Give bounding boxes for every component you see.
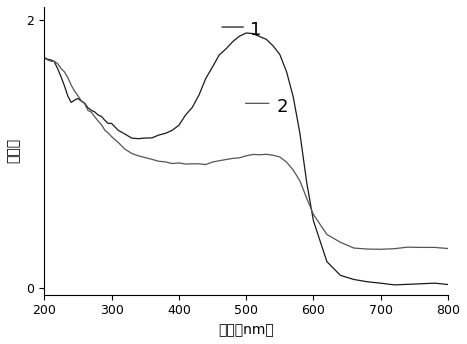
Y-axis label: 吸光度: 吸光度 [7,138,21,163]
Text: 1: 1 [249,21,261,39]
X-axis label: 波长（nm）: 波长（nm） [218,323,274,337]
Text: 2: 2 [276,98,288,116]
